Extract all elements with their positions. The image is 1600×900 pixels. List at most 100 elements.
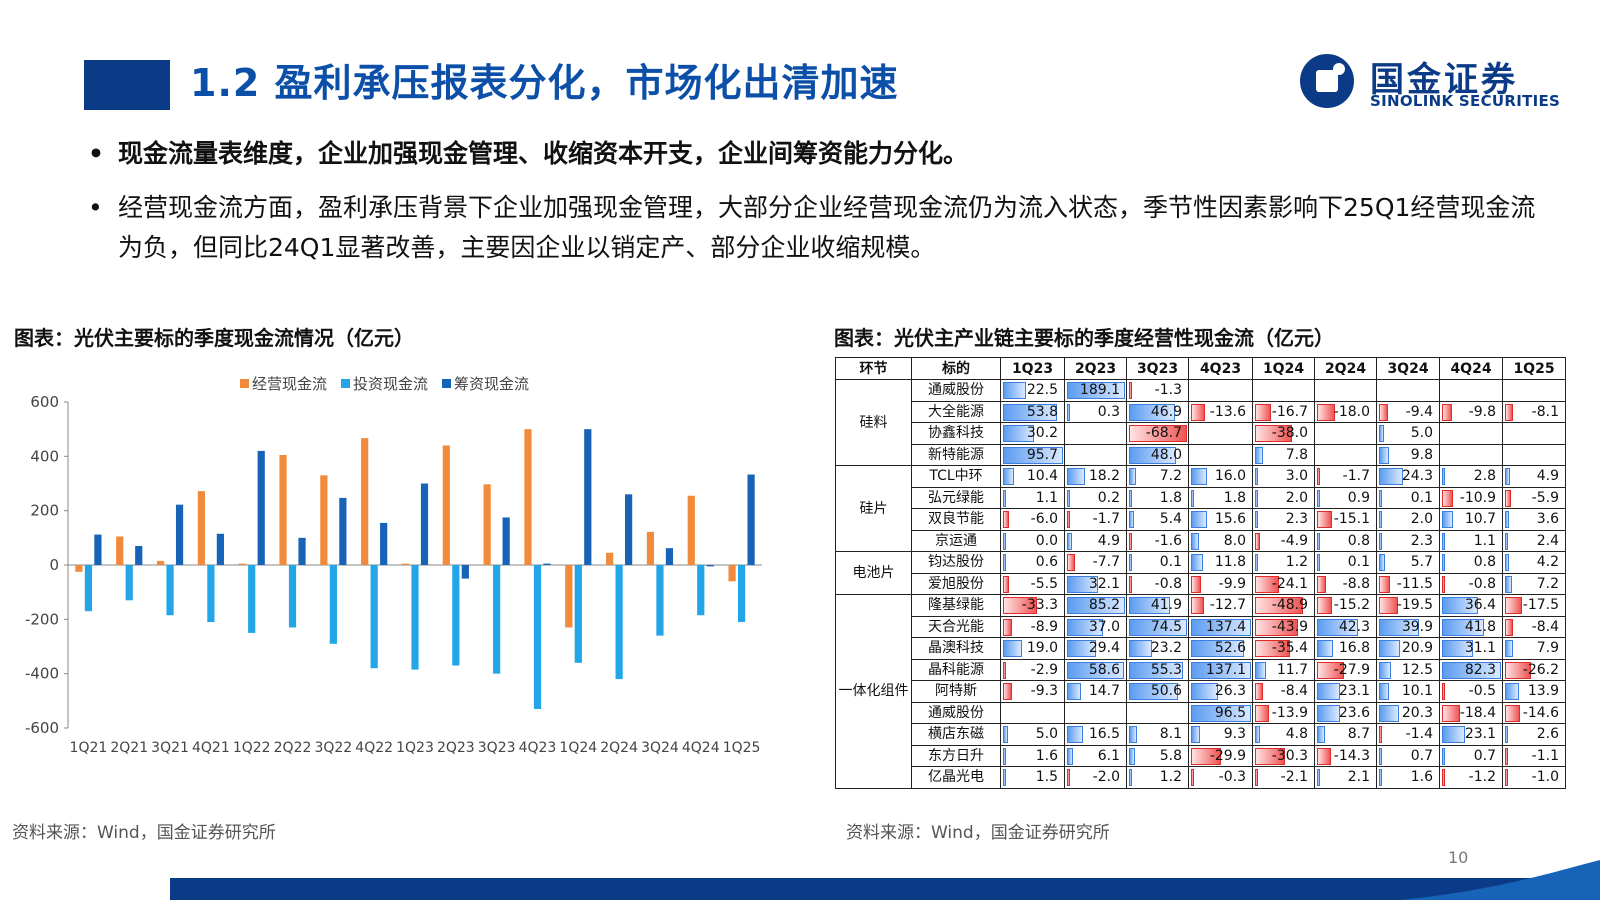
negative-data-bar bbox=[1505, 661, 1532, 679]
value-cell: -13.6 bbox=[1188, 400, 1253, 423]
negative-data-bar bbox=[1129, 425, 1187, 442]
cell-value: 10.1 bbox=[1401, 683, 1433, 699]
cell-value: -48.9 bbox=[1271, 597, 1308, 613]
cell-value: 2.8 bbox=[1473, 468, 1496, 484]
value-cell: -68.7 bbox=[1126, 422, 1189, 445]
value-cell: -24.1 bbox=[1252, 572, 1315, 595]
positive-data-bar bbox=[1379, 532, 1382, 550]
positive-data-bar bbox=[1505, 726, 1508, 743]
positive-data-bar bbox=[1317, 554, 1320, 571]
table-header-cell: 1Q24 bbox=[1252, 357, 1315, 380]
value-cell: -17.5 bbox=[1502, 594, 1566, 617]
value-cell: 19.0 bbox=[1000, 637, 1065, 660]
cell-value: 2.3 bbox=[1285, 511, 1308, 527]
bar-operating bbox=[606, 552, 614, 565]
positive-data-bar bbox=[1129, 446, 1176, 464]
value-cell: 13.9 bbox=[1502, 680, 1566, 703]
value-cell: -29.9 bbox=[1188, 744, 1253, 767]
bullet-text: 经营现金流方面，盈利承压背景下企业加强现金管理，大部分企业经营现金流仍为流入状态… bbox=[118, 193, 1536, 262]
y-tick-label: 200 bbox=[30, 502, 59, 520]
cell-value: 4.9 bbox=[1097, 532, 1120, 549]
company-cell: 阿特斯 bbox=[911, 680, 1001, 703]
logo-text-en: SINOLINK SECURITIES bbox=[1370, 92, 1561, 110]
value-cell: 42.3 bbox=[1314, 615, 1377, 638]
table-row: 弘元绿能 1.1 0.2 1.8 1.8 2.0 0.9 0.1 -10.9 -5.9 bbox=[836, 486, 1566, 509]
bar-investing bbox=[452, 565, 460, 666]
bullet-dot-icon: • bbox=[88, 139, 104, 168]
cell-value: 39.9 bbox=[1401, 618, 1433, 635]
value-cell bbox=[1502, 379, 1566, 402]
positive-data-bar bbox=[1003, 446, 1063, 464]
cell-value: -0.8 bbox=[1468, 575, 1496, 592]
bar-operating bbox=[320, 475, 328, 565]
positive-data-bar bbox=[1317, 769, 1320, 786]
value-cell: 23.6 bbox=[1314, 701, 1377, 724]
cell-value: 41.8 bbox=[1464, 618, 1496, 635]
table-header-cell: 1Q23 bbox=[1000, 357, 1065, 380]
positive-data-bar bbox=[1067, 640, 1096, 657]
cell-value: -0.8 bbox=[1154, 575, 1182, 592]
value-cell: -8.4 bbox=[1502, 615, 1566, 638]
cell-value: 8.1 bbox=[1159, 726, 1182, 742]
value-cell: -9.3 bbox=[1000, 680, 1065, 703]
value-cell bbox=[1064, 443, 1127, 466]
value-cell: 74.5 bbox=[1126, 615, 1189, 638]
value-cell: 23.1 bbox=[1439, 723, 1503, 746]
cell-value: 20.3 bbox=[1401, 704, 1433, 721]
cell-value: -33.3 bbox=[1021, 597, 1058, 613]
bar-investing bbox=[533, 565, 542, 709]
cell-value: 0.1 bbox=[1347, 554, 1370, 570]
value-cell: 0.6 bbox=[1000, 551, 1065, 574]
positive-data-bar bbox=[1379, 425, 1384, 442]
cell-value: -2.0 bbox=[1092, 769, 1120, 785]
cell-value: 1.2 bbox=[1285, 554, 1308, 570]
value-cell: 0.7 bbox=[1376, 744, 1440, 767]
cell-value: 85.2 bbox=[1088, 597, 1120, 613]
positive-data-bar bbox=[1129, 489, 1132, 507]
value-cell: 11.8 bbox=[1188, 551, 1253, 574]
operating-cashflow-table: 环节 标的 1Q23 2Q23 3Q23 4Q23 1Q24 2Q24 3Q24 4Q24 1Q25… bbox=[835, 357, 1566, 789]
negative-data-bar bbox=[1505, 704, 1520, 722]
cell-value: 29.4 bbox=[1088, 640, 1120, 656]
bar-investing bbox=[288, 565, 297, 628]
negative-data-bar bbox=[1255, 618, 1298, 636]
negative-data-bar bbox=[1003, 575, 1009, 593]
cell-value: 0.0 bbox=[1035, 532, 1058, 549]
footer-band bbox=[170, 860, 1600, 900]
value-cell: 95.7 bbox=[1000, 443, 1065, 466]
bullet-text: 现金流量表维度，企业加强现金管理、收缩资本开支，企业间筹资能力分化。 bbox=[118, 139, 969, 168]
positive-data-bar bbox=[1442, 747, 1445, 765]
cell-value: 0.7 bbox=[1410, 747, 1433, 764]
value-cell: -9.8 bbox=[1439, 400, 1503, 423]
page-title: 1.2 盈利承压报表分化，市场化出清加速 bbox=[190, 61, 899, 105]
positive-data-bar bbox=[1442, 511, 1453, 528]
value-cell: 4.2 bbox=[1502, 551, 1566, 574]
negative-data-bar bbox=[1255, 532, 1260, 550]
x-tick-label: 1Q22 bbox=[233, 740, 271, 756]
cell-value: 95.7 bbox=[1026, 446, 1058, 463]
positive-data-bar bbox=[1191, 683, 1218, 700]
value-cell: -19.5 bbox=[1376, 594, 1440, 617]
value-cell: 50.6 bbox=[1126, 680, 1189, 703]
table-row: 新特能源 95.7 48.0 7.8 9.8 bbox=[836, 443, 1566, 466]
cell-value: -38.0 bbox=[1271, 425, 1308, 441]
negative-data-bar bbox=[1442, 489, 1453, 507]
value-cell bbox=[1314, 443, 1377, 466]
positive-data-bar bbox=[1067, 382, 1125, 399]
bar-operating bbox=[524, 429, 532, 565]
value-cell: 16.0 bbox=[1188, 465, 1253, 488]
x-tick-label: 2Q22 bbox=[274, 740, 312, 756]
company-cell: 协鑫科技 bbox=[911, 422, 1001, 445]
positive-data-bar bbox=[1129, 468, 1137, 485]
value-cell bbox=[1188, 443, 1253, 466]
cell-value: -6.0 bbox=[1030, 511, 1058, 527]
cell-value: 189.1 bbox=[1079, 382, 1120, 398]
negative-data-bar bbox=[1255, 425, 1293, 442]
value-cell: -2.9 bbox=[1000, 658, 1065, 681]
cell-value: 24.3 bbox=[1401, 468, 1433, 484]
value-cell: 2.3 bbox=[1376, 529, 1440, 552]
value-cell: 7.9 bbox=[1502, 637, 1566, 660]
company-cell: 东方日升 bbox=[911, 744, 1001, 767]
value-cell: 0.1 bbox=[1376, 486, 1440, 509]
bar-investing bbox=[574, 565, 582, 663]
